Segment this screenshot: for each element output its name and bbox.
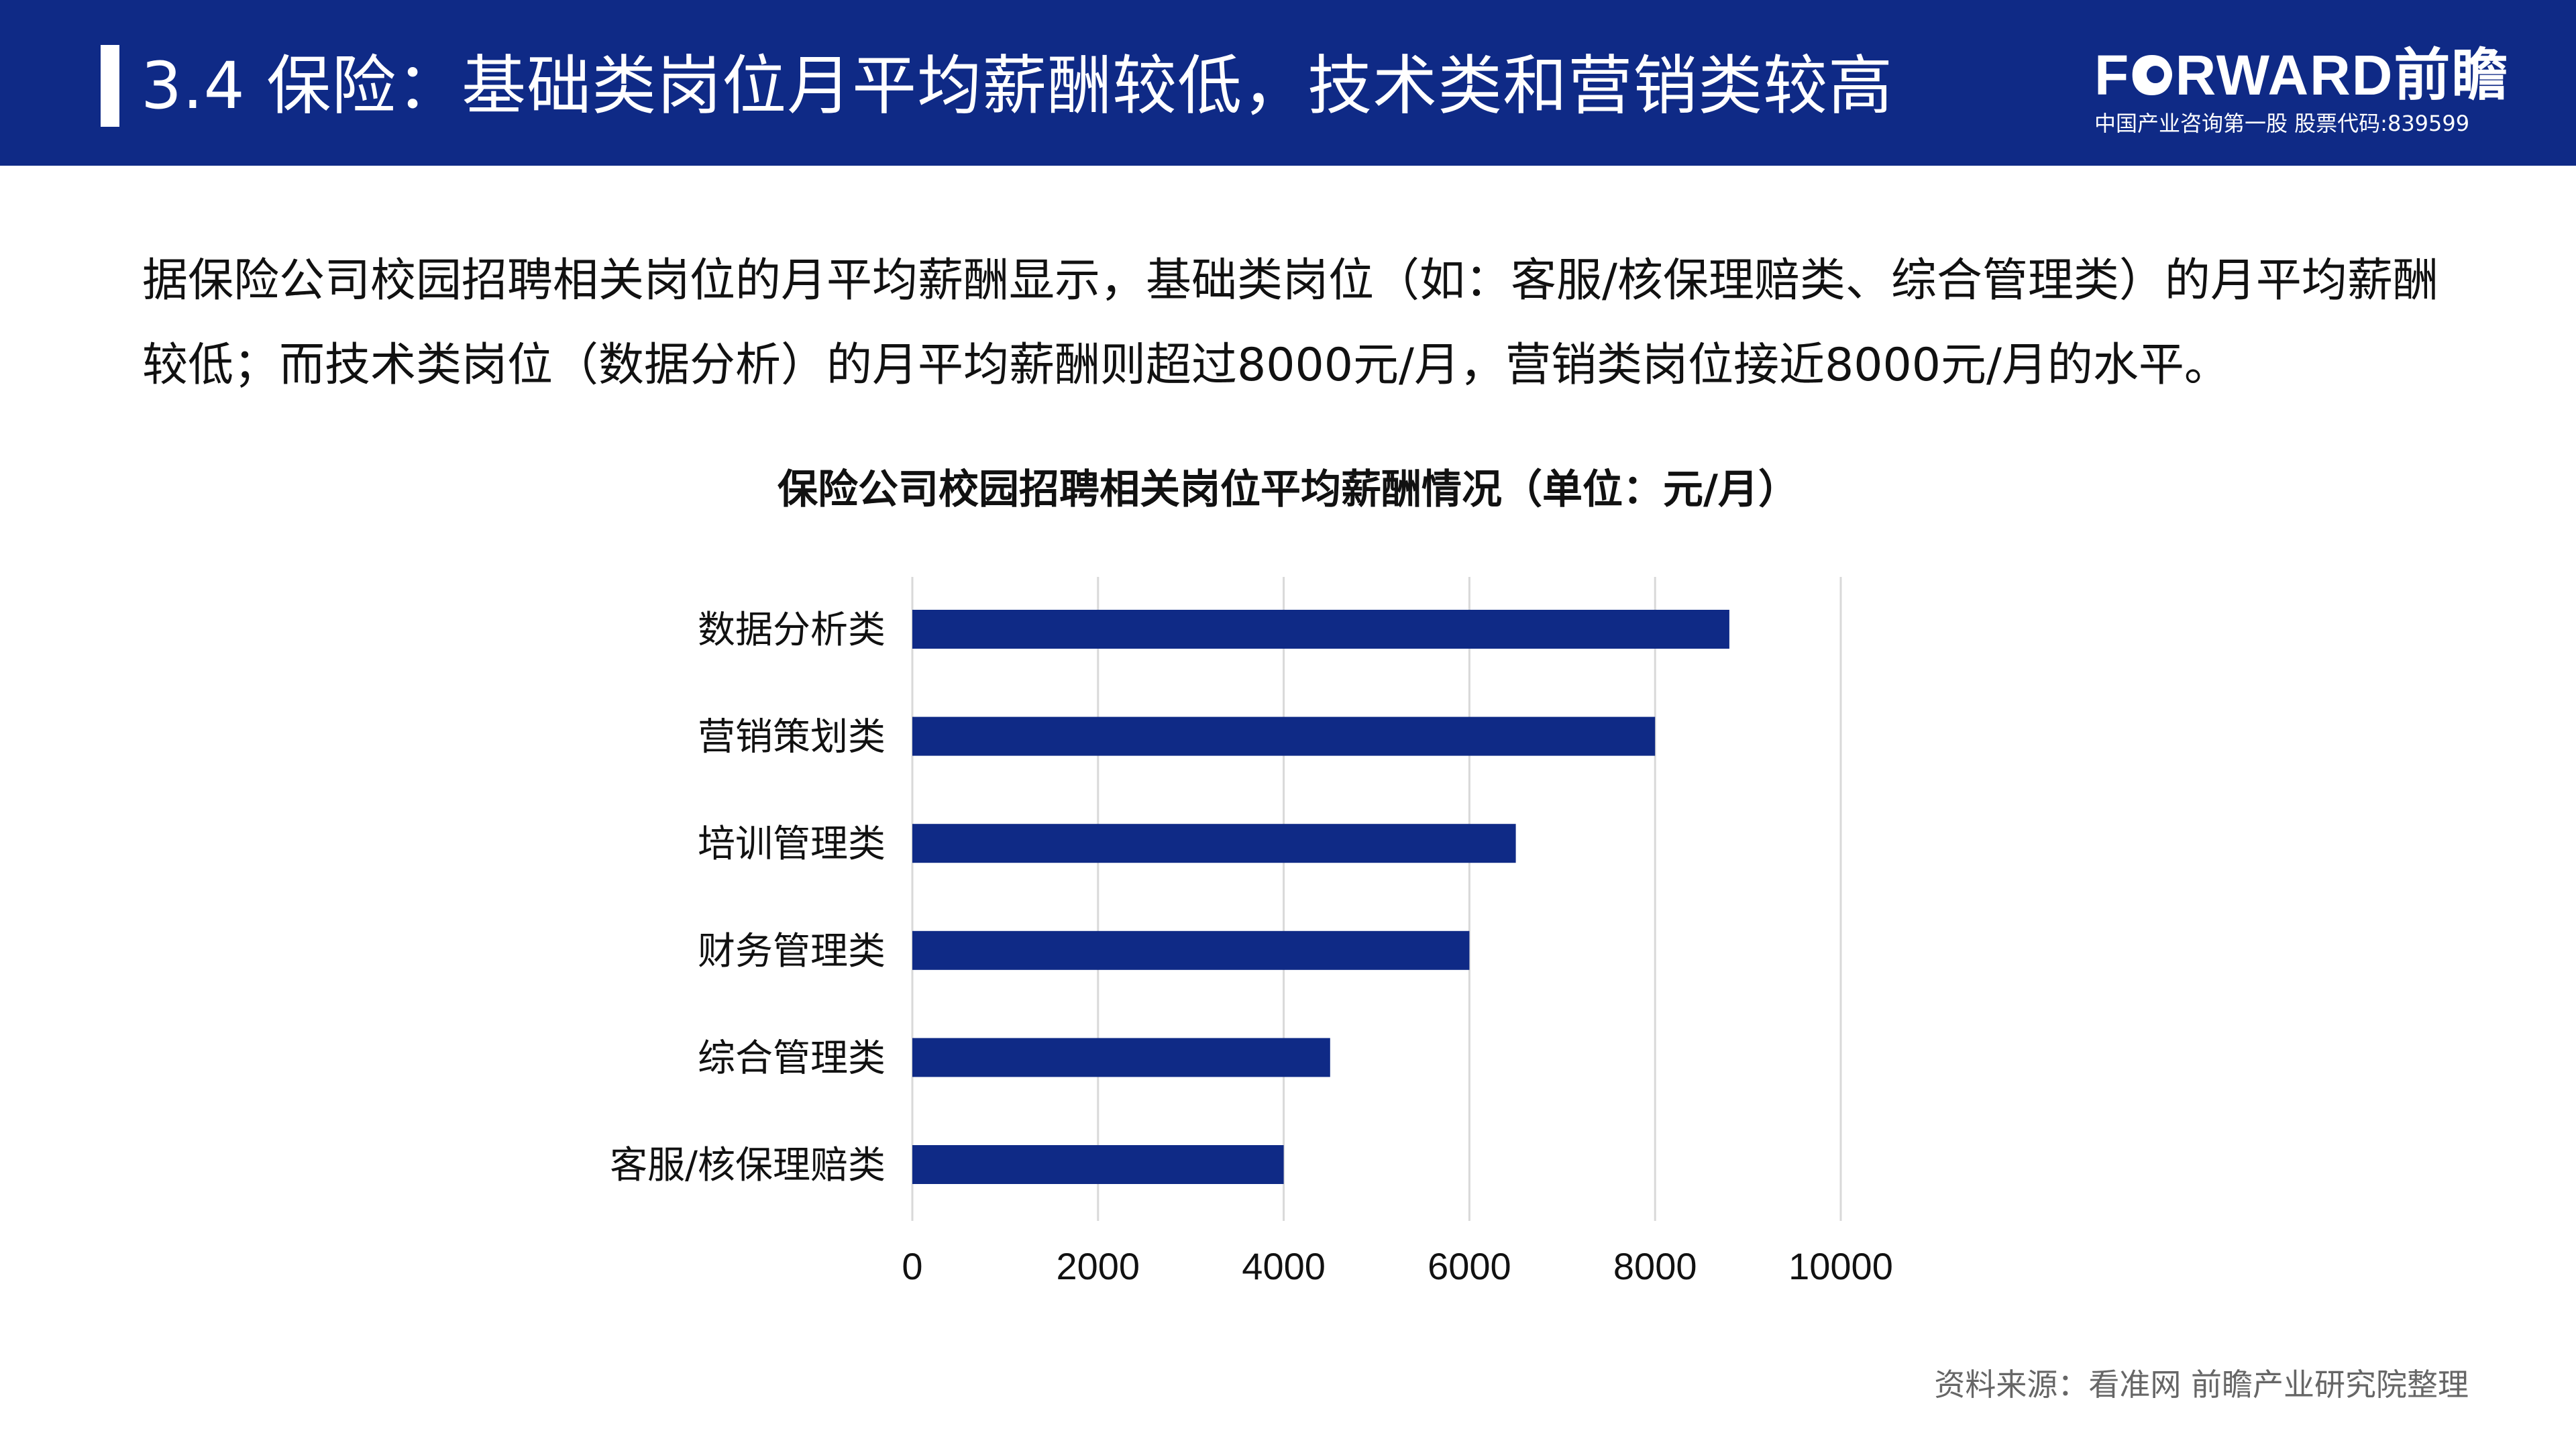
header-banner: 3.4 保险：基础类岗位月平均薪酬较低，技术类和营销类较高 FORWARD前瞻 … [0, 0, 2576, 166]
category-label: 客服/核保理赔类 [610, 1144, 885, 1187]
category-label: 财务管理类 [698, 930, 885, 973]
forward-logo: FORWARD前瞻 中国产业咨询第一股 股票代码:839599 [2086, 43, 2508, 137]
header-accent-bar [101, 45, 119, 127]
logo-subtitle: 中国产业咨询第一股 股票代码:839599 [2094, 111, 2470, 136]
bar [912, 1145, 1284, 1184]
x-tick-label: 8000 [1613, 1245, 1697, 1287]
bar [912, 716, 1656, 756]
category-label: 综合管理类 [698, 1036, 885, 1080]
source-note: 资料来源：看准网 前瞻产业研究院整理 [1934, 1366, 2469, 1403]
bar [912, 610, 1729, 649]
category-label: 营销策划类 [698, 716, 885, 759]
category-label: 数据分析类 [698, 608, 885, 652]
x-tick-label: 0 [902, 1245, 922, 1287]
category-label: 培训管理类 [698, 822, 885, 866]
bar [912, 930, 1470, 970]
x-tick-label: 6000 [1428, 1245, 1511, 1287]
bar [912, 824, 1516, 863]
intro-paragraph: 据保险公司校园招聘相关岗位的月平均薪酬显示，基础类岗位（如：客服/核保理赔类、综… [142, 254, 2438, 392]
x-tick-label: 10000 [1788, 1245, 1893, 1287]
x-tick-label: 4000 [1242, 1245, 1326, 1287]
page-title: 3.4 保险：基础类岗位月平均薪酬较低，技术类和营销类较高 [141, 48, 1894, 123]
x-tick-label: 2000 [1057, 1245, 1140, 1287]
chart-title: 保险公司校园招聘相关岗位平均薪酬情况（单位：元/月） [777, 466, 1799, 513]
bar [912, 1038, 1330, 1077]
